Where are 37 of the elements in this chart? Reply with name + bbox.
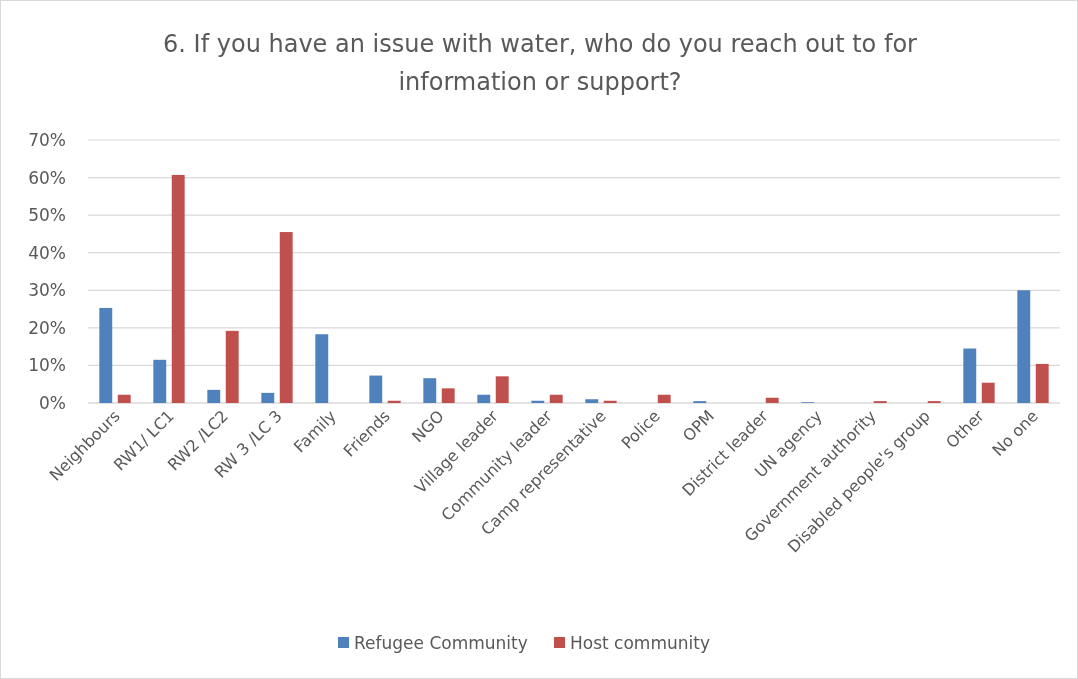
bar [441, 388, 455, 403]
y-tick-label: 20% [28, 317, 66, 338]
bar [1017, 290, 1031, 403]
bar [369, 375, 383, 403]
y-tick-label: 50% [28, 205, 66, 226]
bar [153, 359, 167, 403]
bar [387, 400, 401, 403]
bar [603, 400, 617, 403]
legend-label: Host community [570, 632, 710, 653]
bar [495, 376, 509, 403]
y-tick-label: 0% [39, 392, 66, 413]
legend-label: Refugee Community [354, 632, 528, 653]
bar [225, 330, 239, 403]
bar [531, 400, 545, 403]
bar [261, 392, 275, 403]
bar [117, 394, 131, 403]
y-tick-label: 30% [28, 280, 66, 301]
chart-title: 6. If you have an issue with water, who do you reach out to for information or support? [163, 30, 918, 96]
bar [981, 382, 995, 403]
bar [99, 307, 113, 403]
bar [1035, 363, 1049, 403]
bar [585, 399, 599, 403]
y-tick-label: 60% [28, 167, 66, 188]
y-tick-label: 10% [28, 355, 66, 376]
bar [423, 378, 437, 403]
bar [549, 394, 563, 403]
bar [315, 334, 329, 403]
bar [171, 174, 185, 403]
y-tick-label: 40% [28, 242, 66, 263]
bar [207, 389, 221, 403]
bar [477, 394, 491, 403]
y-tick-label: 70% [28, 129, 66, 150]
bar [657, 394, 671, 403]
bar [279, 232, 293, 403]
bar [765, 397, 779, 403]
bar [963, 348, 977, 403]
x-tick-label: No one [988, 406, 1042, 460]
